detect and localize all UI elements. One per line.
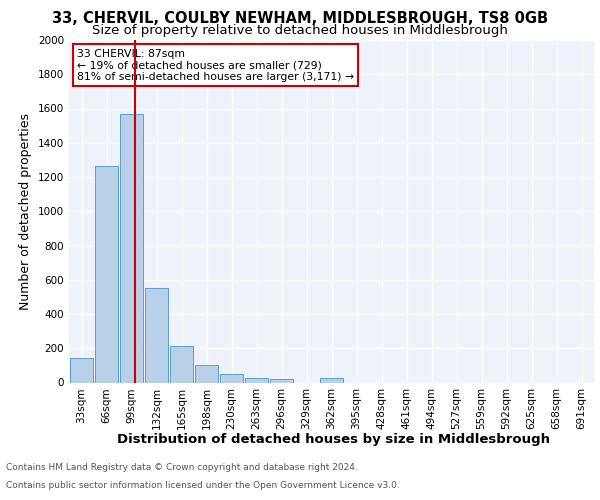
Bar — [320, 378, 343, 382]
Text: 33, CHERVIL, COULBY NEWHAM, MIDDLESBROUGH, TS8 0GB: 33, CHERVIL, COULBY NEWHAM, MIDDLESBROUG… — [52, 11, 548, 26]
Text: Contains public sector information licensed under the Open Government Licence v3: Contains public sector information licen… — [6, 481, 400, 490]
Bar — [95, 166, 118, 382]
Text: Size of property relative to detached houses in Middlesbrough: Size of property relative to detached ho… — [92, 24, 508, 37]
Bar — [70, 358, 93, 382]
Bar — [120, 114, 143, 382]
Bar — [270, 379, 293, 382]
Bar — [220, 374, 243, 382]
Bar — [245, 378, 268, 382]
Text: Contains HM Land Registry data © Crown copyright and database right 2024.: Contains HM Land Registry data © Crown c… — [6, 464, 358, 472]
Bar — [170, 346, 193, 383]
Bar — [195, 366, 218, 382]
Text: Distribution of detached houses by size in Middlesbrough: Distribution of detached houses by size … — [116, 432, 550, 446]
Y-axis label: Number of detached properties: Number of detached properties — [19, 113, 32, 310]
Text: 33 CHERVIL: 87sqm
← 19% of detached houses are smaller (729)
81% of semi-detache: 33 CHERVIL: 87sqm ← 19% of detached hous… — [77, 48, 354, 82]
Bar — [145, 288, 168, 382]
